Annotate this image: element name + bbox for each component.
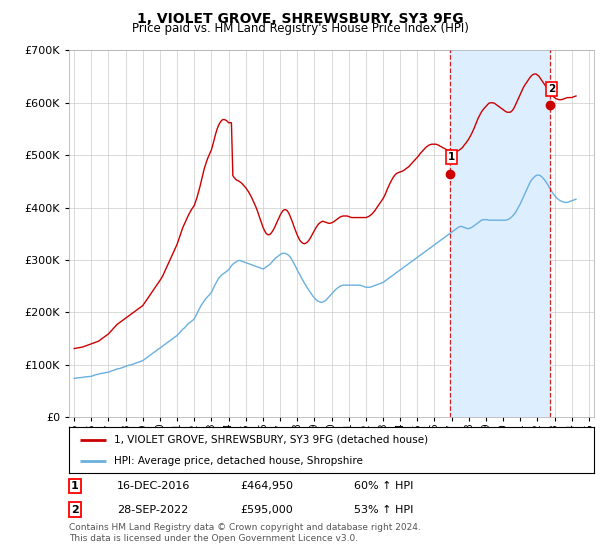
Text: Contains HM Land Registry data © Crown copyright and database right 2024.: Contains HM Land Registry data © Crown c… — [69, 523, 421, 532]
Text: £595,000: £595,000 — [240, 505, 293, 515]
Text: 1: 1 — [71, 481, 79, 491]
Text: 1, VIOLET GROVE, SHREWSBURY, SY3 9FG (detached house): 1, VIOLET GROVE, SHREWSBURY, SY3 9FG (de… — [113, 435, 428, 445]
Text: 2: 2 — [71, 505, 79, 515]
Text: 1, VIOLET GROVE, SHREWSBURY, SY3 9FG: 1, VIOLET GROVE, SHREWSBURY, SY3 9FG — [137, 12, 463, 26]
Text: Price paid vs. HM Land Registry's House Price Index (HPI): Price paid vs. HM Land Registry's House … — [131, 22, 469, 35]
Text: 1: 1 — [448, 152, 455, 162]
Text: £464,950: £464,950 — [240, 481, 293, 491]
Text: 2: 2 — [548, 84, 556, 94]
Text: 60% ↑ HPI: 60% ↑ HPI — [354, 481, 413, 491]
Text: 16-DEC-2016: 16-DEC-2016 — [117, 481, 190, 491]
Text: 28-SEP-2022: 28-SEP-2022 — [117, 505, 188, 515]
Text: This data is licensed under the Open Government Licence v3.0.: This data is licensed under the Open Gov… — [69, 534, 358, 543]
Bar — [450, 50, 550, 417]
Text: 53% ↑ HPI: 53% ↑ HPI — [354, 505, 413, 515]
Text: HPI: Average price, detached house, Shropshire: HPI: Average price, detached house, Shro… — [113, 456, 362, 466]
